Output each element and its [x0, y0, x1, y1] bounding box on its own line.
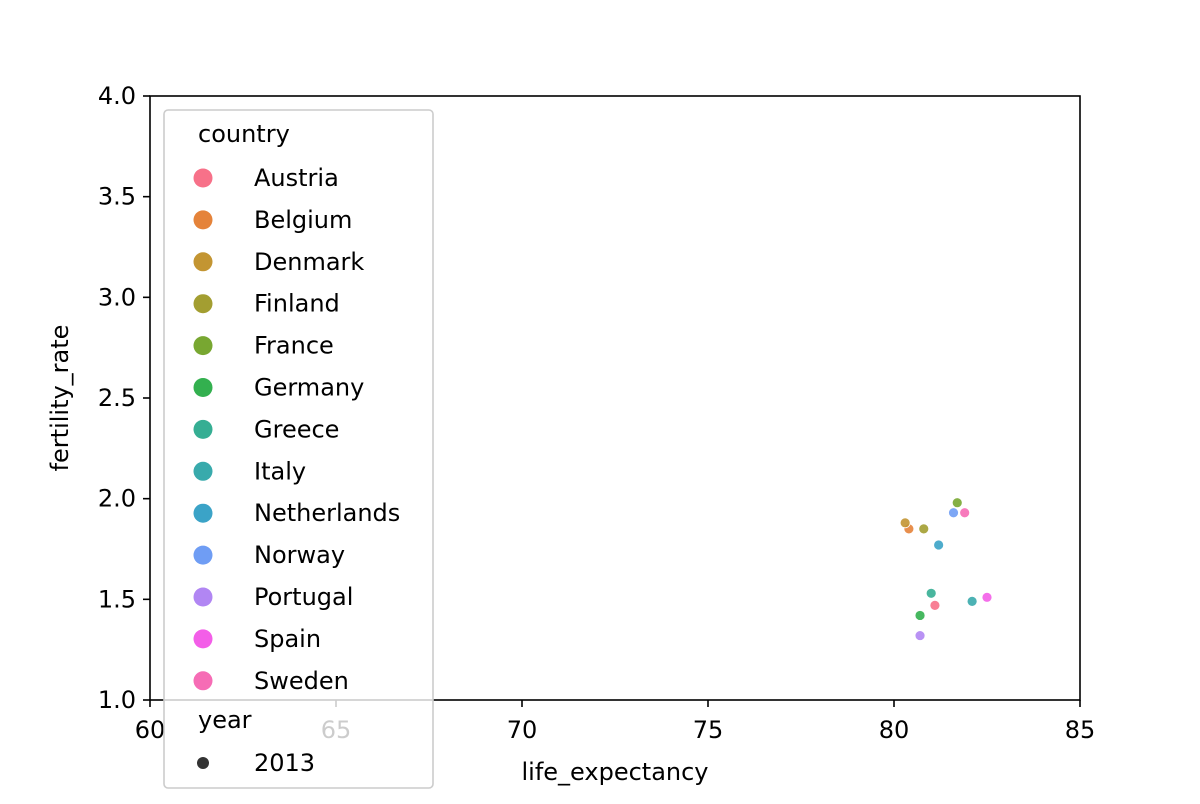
- legend: country Austria Belgium Denmark Finland Franc…: [163, 109, 434, 789]
- legend-marker-germany: [193, 378, 213, 397]
- legend-label-austria: Austria: [254, 164, 339, 192]
- legend-label-belgium: Belgium: [254, 206, 352, 234]
- y-tick-label: 3.5: [98, 183, 136, 211]
- legend-label-year-2013: 2013: [254, 749, 315, 777]
- data-point-spain: [981, 591, 993, 603]
- legend-marker-sweden: [193, 671, 213, 691]
- y-tick-label: 1.0: [98, 686, 136, 714]
- y-tick-label: 4.0: [98, 82, 136, 110]
- data-point-sweden: [959, 507, 971, 519]
- data-point-finland: [918, 523, 930, 535]
- legend-label-finland: Finland: [254, 290, 340, 318]
- legend-box: [163, 109, 434, 789]
- y-tick-label: 2.5: [98, 384, 136, 412]
- legend-label-netherlands: Netherlands: [254, 499, 400, 527]
- y-tick-label: 3.0: [98, 283, 136, 311]
- legend-marker-greece: [193, 419, 213, 439]
- data-point-italy: [966, 595, 978, 607]
- data-point-norway: [948, 507, 959, 519]
- legend-title-country: country: [198, 120, 290, 148]
- legend-marker-belgium: [193, 210, 213, 230]
- legend-marker-france: [193, 336, 213, 356]
- data-point-greece: [925, 587, 937, 599]
- legend-label-norway: Norway: [254, 541, 345, 569]
- legend-marker-spain: [193, 629, 213, 649]
- legend-label-spain: Spain: [254, 625, 321, 653]
- data-point-netherlands: [933, 539, 945, 551]
- legend-label-greece: Greece: [254, 415, 339, 443]
- x-tick-label: 60: [135, 716, 166, 744]
- x-axis-label: life_expectancy: [521, 758, 708, 786]
- y-axis-label: fertility_rate: [46, 325, 74, 472]
- data-point-france: [951, 497, 963, 509]
- legend-label-portugal: Portugal: [254, 583, 353, 611]
- legend-marker-year-2013: [197, 757, 209, 769]
- legend-marker-italy: [193, 461, 213, 481]
- y-axis-ticks: 1.0 1.5 2.0 2.5 3.0 3.5 4.0: [98, 82, 150, 714]
- data-point-germany: [914, 610, 926, 621]
- legend-label-germany: Germany: [254, 374, 364, 402]
- x-tick-label: 85: [1065, 716, 1096, 744]
- y-tick-label: 2.0: [98, 485, 136, 513]
- legend-marker-austria: [193, 168, 213, 188]
- x-tick-label: 70: [507, 716, 538, 744]
- data-point-austria: [929, 599, 941, 611]
- legend-label-denmark: Denmark: [254, 248, 364, 276]
- data-point-portugal: [914, 630, 926, 641]
- legend-label-france: France: [254, 332, 334, 360]
- legend-marker-finland: [193, 294, 213, 314]
- x-tick-label: 75: [693, 716, 724, 744]
- legend-marker-netherlands: [193, 503, 213, 523]
- x-tick-label: 80: [879, 716, 910, 744]
- legend-marker-portugal: [193, 587, 213, 607]
- legend-marker-norway: [193, 545, 213, 565]
- y-tick-label: 1.5: [98, 585, 136, 613]
- points-layer: [899, 497, 993, 641]
- data-point-denmark: [899, 517, 911, 529]
- legend-title-year: year: [198, 706, 252, 734]
- legend-label-italy: Italy: [254, 457, 306, 485]
- legend-label-sweden: Sweden: [254, 667, 349, 695]
- legend-marker-denmark: [193, 252, 213, 272]
